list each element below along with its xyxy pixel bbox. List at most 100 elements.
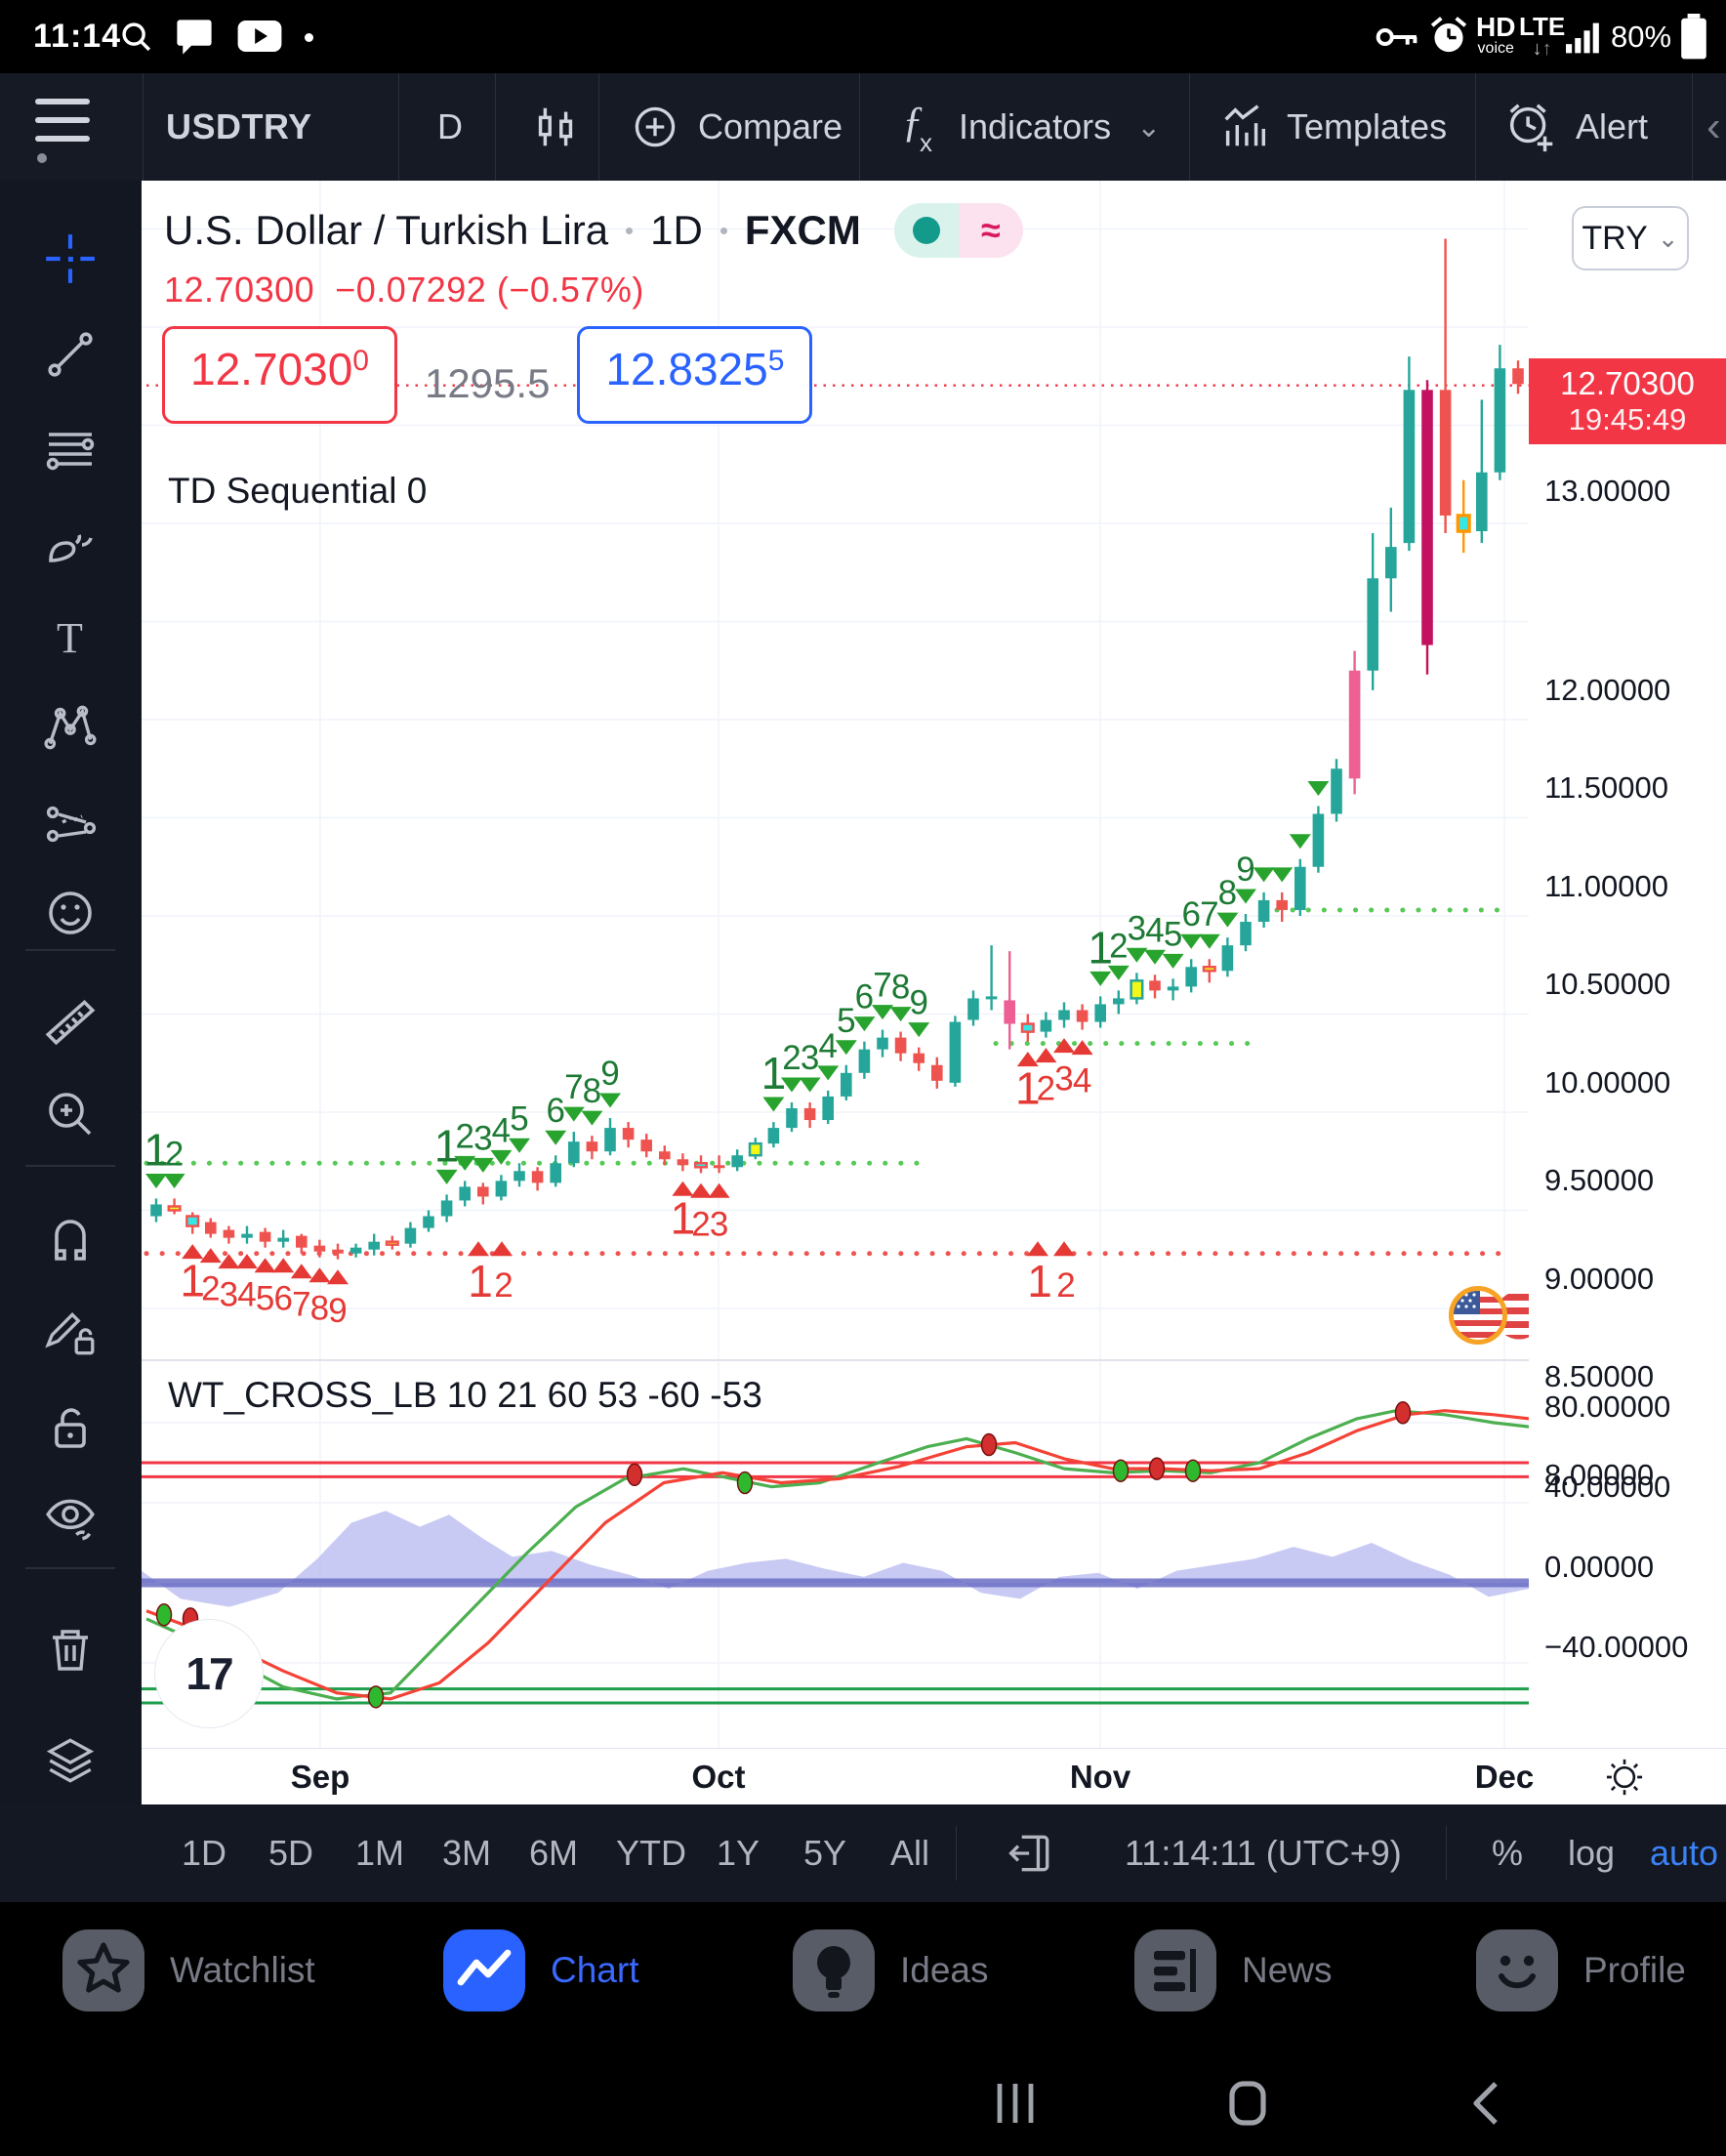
remove-drawings-button[interactable] bbox=[23, 1618, 117, 1680]
percent-scale-button[interactable]: % bbox=[1492, 1833, 1524, 1873]
drawing-mode-button[interactable] bbox=[23, 1302, 117, 1364]
range-3m-button[interactable]: 3M bbox=[442, 1833, 492, 1873]
menu-button[interactable] bbox=[35, 99, 90, 163]
candle-body bbox=[368, 1241, 380, 1250]
home-button[interactable] bbox=[1220, 2076, 1275, 2131]
candle-body bbox=[150, 1204, 162, 1217]
measure-tool-button[interactable] bbox=[23, 989, 117, 1052]
candle-body bbox=[659, 1151, 671, 1160]
td-triangle bbox=[817, 1065, 840, 1081]
compare-button[interactable]: Compare bbox=[630, 73, 842, 181]
nav-news[interactable]: News bbox=[1130, 1926, 1333, 2015]
td-count: 5 bbox=[1164, 915, 1182, 953]
unlock-icon bbox=[55, 1408, 86, 1448]
candle-body bbox=[1312, 813, 1325, 867]
td-triangle bbox=[1016, 1052, 1039, 1067]
td-count: 7 bbox=[564, 1068, 583, 1106]
collapse-chevron-icon[interactable]: ‹ bbox=[1706, 103, 1721, 150]
ask-button[interactable]: 12.8325 5 bbox=[577, 326, 813, 424]
td-count: 8 bbox=[891, 969, 910, 1007]
alarm-status-icon bbox=[1430, 17, 1467, 53]
range-1m-button[interactable]: 1M bbox=[355, 1833, 405, 1873]
range-1y-button[interactable]: 1Y bbox=[717, 1833, 760, 1873]
lock-drawings-button[interactable] bbox=[23, 1397, 117, 1460]
bar-replay-icon[interactable] bbox=[1006, 1828, 1056, 1879]
back-button[interactable] bbox=[1460, 2076, 1515, 2131]
symbol-button[interactable]: USDTRY bbox=[166, 106, 312, 146]
price-axis[interactable]: 13.5000013.0000012.0000011.5000011.00000… bbox=[1529, 181, 1726, 1748]
indicator-pane[interactable] bbox=[142, 1360, 1529, 1748]
log-scale-button[interactable]: log bbox=[1568, 1833, 1616, 1873]
pane-separator[interactable] bbox=[142, 1359, 1529, 1361]
nav-ideas[interactable]: Ideas bbox=[789, 1926, 989, 2015]
hide-drawings-button[interactable] bbox=[23, 1487, 117, 1550]
crosshair-tool-button[interactable] bbox=[23, 228, 117, 290]
td-count: 5 bbox=[510, 1099, 528, 1138]
td-count: 9 bbox=[1236, 850, 1254, 889]
range-ytd-button[interactable]: YTD bbox=[616, 1833, 686, 1873]
zoom-in-tool-button[interactable] bbox=[23, 1083, 117, 1145]
bid-button[interactable]: 12.7030 0 bbox=[162, 326, 397, 424]
pattern-tool-button[interactable] bbox=[23, 696, 117, 759]
chart-legend[interactable]: U.S. Dollar / Turkish Lira 1D FXCM ≈ bbox=[164, 203, 1023, 258]
wt-cross-dot bbox=[980, 1432, 998, 1457]
fib-lines-tool-button[interactable] bbox=[23, 419, 117, 481]
candle-body bbox=[277, 1237, 289, 1242]
range-6m-button[interactable]: 6M bbox=[529, 1833, 579, 1873]
auto-scale-button[interactable]: auto bbox=[1650, 1833, 1719, 1873]
candle-body bbox=[223, 1229, 235, 1238]
text-tool-button[interactable]: T bbox=[23, 607, 117, 670]
range-5y-button[interactable]: 5Y bbox=[803, 1833, 847, 1873]
td-count: 7 bbox=[1200, 895, 1218, 933]
td-count: 1 bbox=[1015, 1063, 1041, 1114]
time-axis[interactable]: Sep Oct Nov Dec bbox=[142, 1748, 1726, 1805]
trend-line-tool-button[interactable] bbox=[23, 323, 117, 386]
td-count: 9 bbox=[600, 1055, 619, 1093]
lte-indicator: LTE ↓↑ bbox=[1519, 12, 1566, 60]
td-triangle bbox=[218, 1254, 240, 1269]
recent-apps-button[interactable] bbox=[988, 2076, 1043, 2131]
td-count: 2 bbox=[201, 1270, 220, 1308]
object-tree-button[interactable] bbox=[23, 1729, 117, 1792]
theme-settings-icon[interactable] bbox=[1602, 1755, 1647, 1800]
range-1d-button[interactable]: 1D bbox=[182, 1833, 227, 1873]
clock-goto-button[interactable]: 11:14:11 (UTC+9) bbox=[1125, 1833, 1402, 1873]
chart-style-button[interactable] bbox=[529, 101, 582, 153]
templates-button[interactable]: Templates bbox=[1218, 73, 1447, 181]
forecast-tool-button[interactable] bbox=[23, 793, 117, 855]
candle-body bbox=[640, 1140, 652, 1152]
eye-icon bbox=[46, 1499, 95, 1541]
currency-dropdown[interactable]: TRY ⌄ bbox=[1572, 206, 1689, 270]
approx-icon: ≈ bbox=[958, 203, 1023, 258]
td-triangle bbox=[272, 1258, 295, 1273]
td-triangle bbox=[163, 1173, 185, 1188]
nav-chart[interactable]: Chart bbox=[439, 1926, 638, 2015]
td-triangle bbox=[468, 1241, 489, 1257]
wt-cross-label[interactable]: WT_CROSS_LB 10 21 60 53 -60 -53 bbox=[168, 1375, 762, 1415]
watchlist-star-icon bbox=[62, 1929, 144, 2011]
candle-body bbox=[931, 1064, 943, 1081]
interval-button[interactable]: D bbox=[437, 106, 463, 146]
svg-text:T: T bbox=[57, 614, 83, 662]
candle-body bbox=[1040, 1019, 1052, 1032]
time-tick: Oct bbox=[691, 1759, 746, 1795]
alert-button[interactable]: Alert bbox=[1503, 73, 1648, 181]
range-5d-button[interactable]: 5D bbox=[268, 1833, 314, 1873]
range-all-button[interactable]: All bbox=[890, 1833, 930, 1873]
td-count: 4 bbox=[1145, 911, 1164, 949]
market-status-toggle[interactable]: ≈ bbox=[893, 203, 1023, 258]
td-count: 2 bbox=[165, 1135, 184, 1173]
td-count: 4 bbox=[237, 1276, 256, 1314]
td-count: 5 bbox=[256, 1280, 274, 1318]
brush-tool-button[interactable] bbox=[23, 516, 117, 578]
td-sequential-label[interactable]: TD Sequential 0 bbox=[168, 471, 428, 511]
td-triangle bbox=[1235, 889, 1256, 904]
candle-body bbox=[913, 1053, 925, 1063]
td-count: 1 bbox=[434, 1120, 460, 1171]
emoji-tool-button[interactable] bbox=[23, 882, 117, 944]
nav-watchlist[interactable]: Watchlist bbox=[59, 1926, 315, 2015]
nav-profile[interactable]: Profile bbox=[1472, 1926, 1686, 2015]
magnet-mode-button[interactable] bbox=[23, 1212, 117, 1274]
